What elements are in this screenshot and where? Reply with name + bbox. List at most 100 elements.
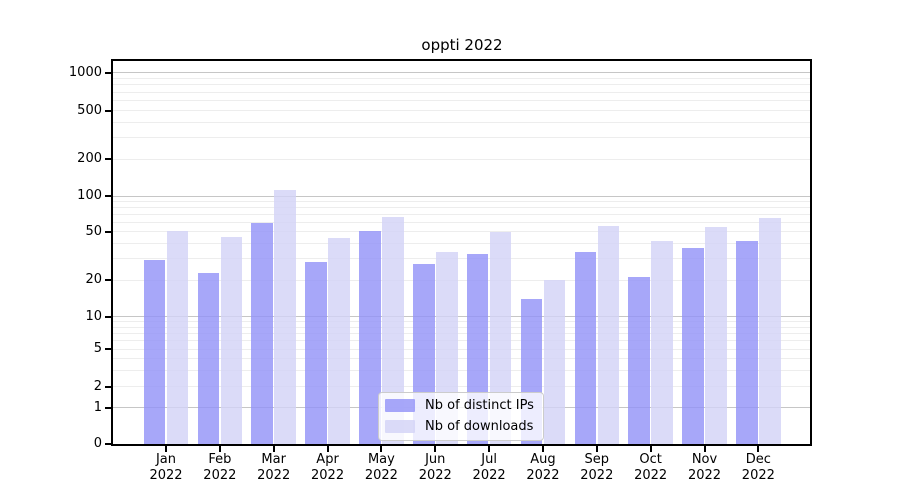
bar-distinct-ips-jan — [143, 260, 166, 444]
legend-swatch-downloads — [385, 420, 415, 433]
minor-gridline — [113, 258, 810, 260]
bar-distinct-ips-sep — [574, 252, 597, 444]
y-tick-mark — [105, 406, 111, 409]
x-tick-label: Jul 2022 — [472, 452, 506, 483]
minor-gridline — [113, 242, 810, 244]
minor-gridline — [113, 110, 810, 112]
x-tick-mark — [595, 446, 598, 452]
x-tick-mark — [757, 446, 760, 452]
minor-gridline — [113, 200, 810, 202]
y-tick-mark — [105, 230, 111, 233]
legend-label-distinct-ips: Nb of distinct IPs — [425, 398, 534, 413]
x-tick-mark — [703, 446, 706, 452]
minor-gridline — [113, 137, 810, 139]
major-gridline — [113, 195, 810, 197]
bar-downloads-mar — [274, 189, 296, 444]
legend-row-distinct-ips: Nb of distinct IPs — [385, 398, 534, 413]
x-tick-mark — [488, 446, 491, 452]
x-tick-label: Jun 2022 — [418, 452, 452, 483]
minor-gridline — [113, 369, 810, 371]
y-tick-mark — [105, 315, 111, 318]
x-tick-label: Apr 2022 — [311, 452, 345, 483]
minor-gridline — [113, 221, 810, 223]
x-tick-mark — [434, 446, 437, 452]
x-tick-mark — [218, 446, 221, 452]
y-tick-label: 2 — [93, 378, 102, 394]
minor-gridline — [113, 84, 810, 86]
x-tick-label: Feb 2022 — [203, 452, 237, 483]
major-gridline — [113, 72, 810, 74]
y-tick-mark — [105, 443, 111, 445]
y-tick-mark — [105, 348, 111, 350]
y-tick-label: 10 — [85, 308, 102, 324]
bar-downloads-dec — [759, 218, 781, 444]
minor-gridline — [113, 122, 810, 124]
minor-gridline — [113, 231, 810, 233]
x-tick-mark — [649, 446, 652, 452]
x-tick-label: Jan 2022 — [149, 452, 183, 483]
y-tick-mark — [105, 279, 111, 281]
x-tick-label: Sep 2022 — [580, 452, 614, 483]
x-tick-mark — [380, 446, 383, 452]
legend-row-downloads: Nb of downloads — [385, 419, 534, 434]
x-tick-label: Dec 2022 — [741, 452, 775, 483]
bar-distinct-ips-apr — [305, 262, 327, 444]
x-tick-label: Oct 2022 — [634, 452, 668, 483]
minor-gridline — [113, 332, 810, 334]
y-tick-label: 200 — [77, 151, 102, 167]
x-tick-label: Mar 2022 — [257, 452, 291, 483]
minor-gridline — [113, 158, 810, 160]
y-tick-mark — [105, 158, 111, 161]
minor-gridline — [113, 321, 810, 323]
major-gridline — [113, 316, 810, 318]
y-tick-label: 1000 — [68, 64, 102, 80]
bar-downloads-may — [382, 217, 404, 444]
x-tick-mark — [165, 446, 167, 452]
bar-distinct-ips-may — [359, 230, 381, 444]
bar-distinct-ips-dec — [736, 240, 758, 444]
x-tick-label: Aug 2022 — [526, 452, 560, 483]
y-tick-mark — [105, 109, 111, 112]
y-tick-mark — [105, 71, 111, 74]
y-tick-label: 50 — [85, 223, 102, 239]
y-tick-mark — [105, 385, 111, 388]
minor-gridline — [113, 326, 810, 328]
bar-downloads-apr — [328, 238, 350, 444]
bar-downloads-oct — [651, 240, 673, 444]
minor-gridline — [113, 100, 810, 102]
minor-gridline — [113, 340, 810, 341]
bar-distinct-ips-nov — [682, 247, 704, 444]
minor-gridline — [113, 91, 810, 93]
bar-distinct-ips-feb — [197, 272, 220, 444]
x-tick-mark — [541, 446, 544, 452]
minor-gridline — [113, 77, 810, 79]
x-tick-label: Nov 2022 — [687, 452, 722, 483]
chart-title: oppti 2022 — [421, 36, 503, 54]
x-tick-mark — [272, 446, 275, 452]
y-tick-label: 0 — [93, 436, 102, 451]
y-tick-mark — [105, 195, 111, 197]
y-tick-label: 20 — [85, 272, 102, 287]
y-tick-label: 100 — [77, 188, 102, 203]
bar-downloads-feb — [220, 237, 243, 444]
minor-gridline — [113, 279, 810, 281]
y-tick-label: 1 — [93, 399, 102, 415]
bar-downloads-jan — [166, 230, 189, 444]
minor-gridline — [113, 213, 810, 215]
minor-gridline — [113, 348, 810, 350]
y-tick-label: 5 — [93, 341, 102, 356]
bar-downloads-sep — [597, 225, 620, 444]
bar-downloads-jul — [489, 231, 512, 444]
bar-distinct-ips-mar — [251, 223, 273, 444]
legend: Nb of distinct IPs Nb of downloads — [378, 392, 544, 441]
bar-downloads-aug — [543, 280, 566, 444]
minor-gridline — [113, 386, 810, 388]
minor-gridline — [113, 357, 810, 359]
bar-downloads-nov — [705, 226, 727, 444]
x-tick-mark — [326, 446, 329, 452]
y-tick-label: 500 — [77, 102, 102, 118]
legend-label-downloads: Nb of downloads — [425, 419, 534, 434]
legend-swatch-distinct-ips — [385, 399, 415, 412]
bar-distinct-ips-oct — [628, 277, 650, 444]
